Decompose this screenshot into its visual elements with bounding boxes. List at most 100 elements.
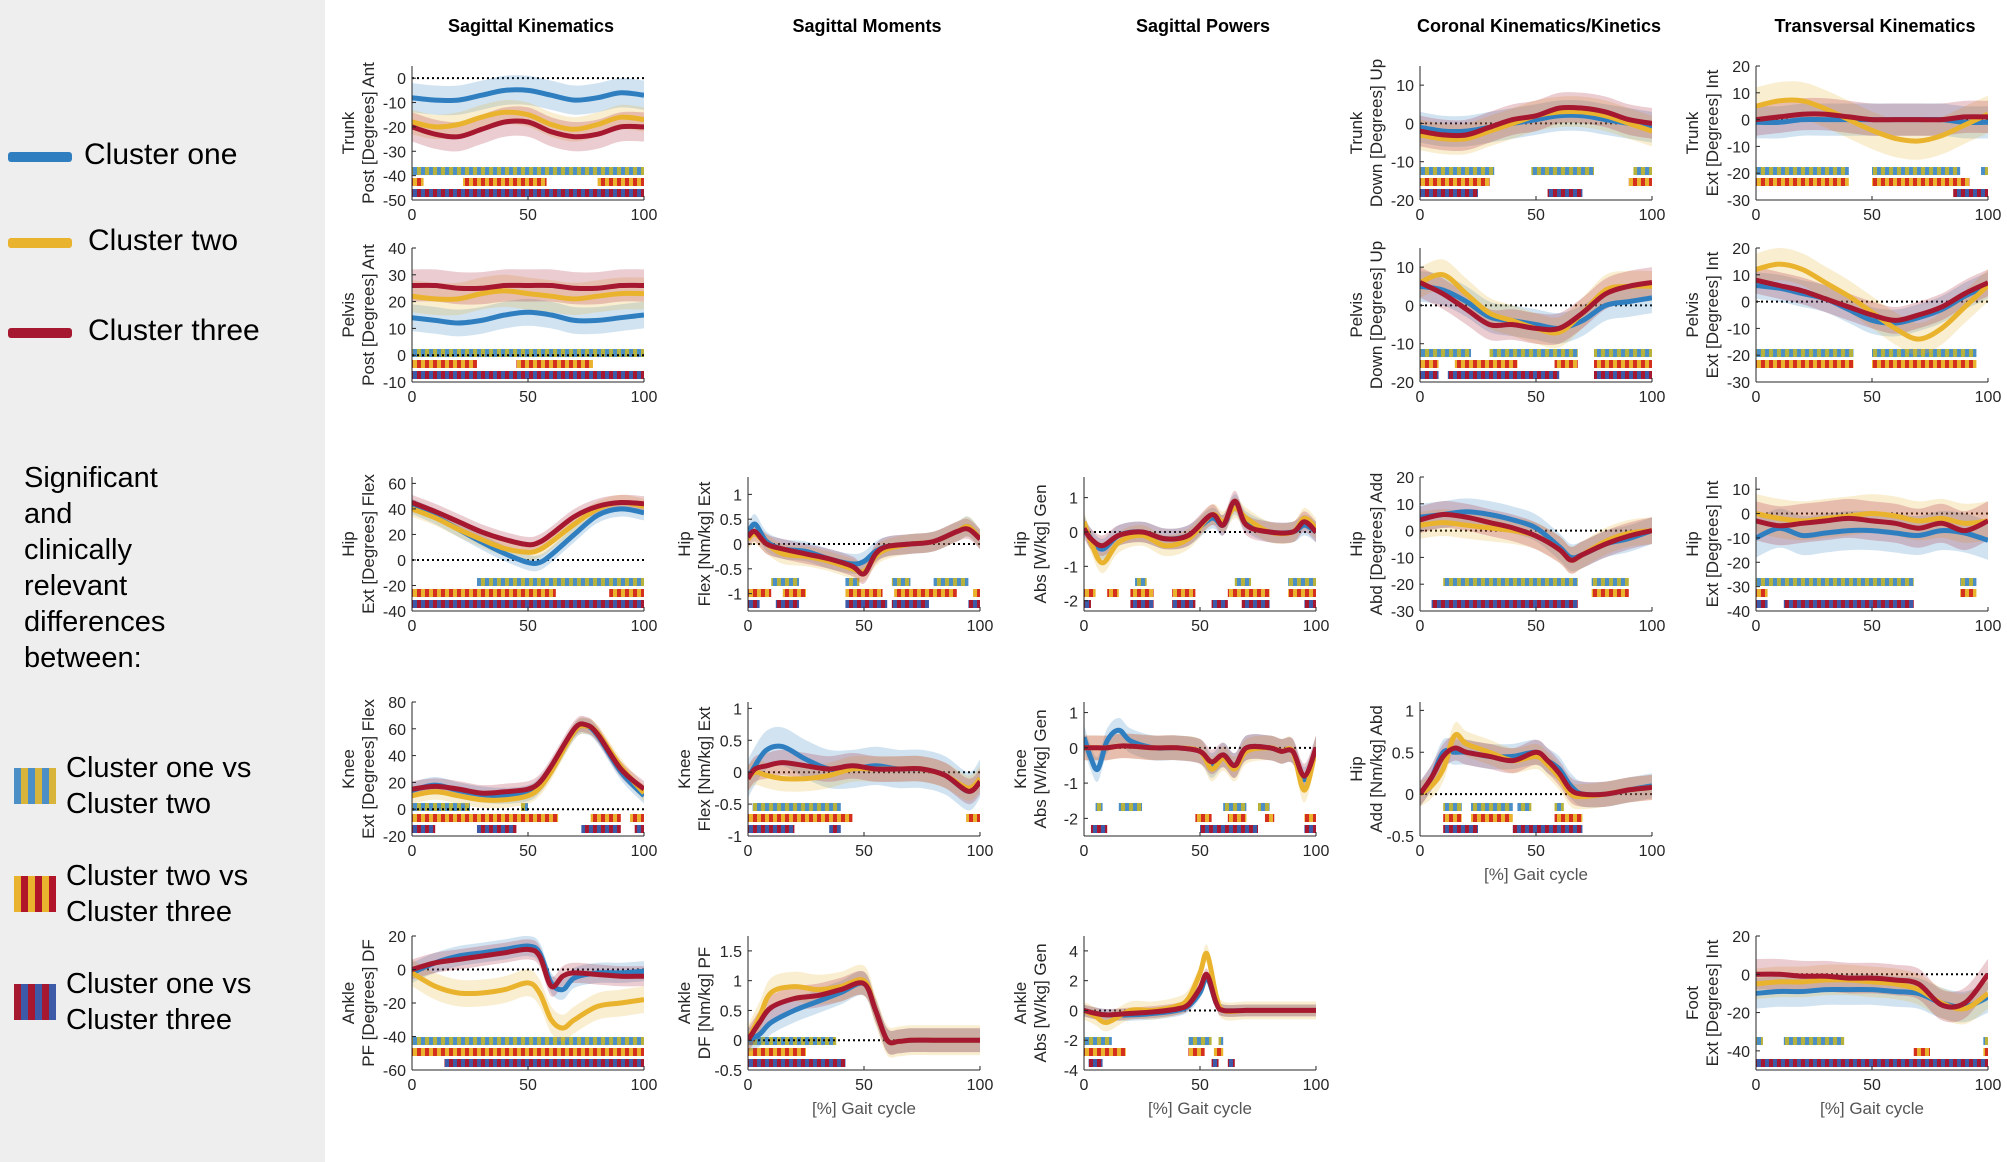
sig-bar-one-two [521,803,528,811]
y-tick-label: -30 [383,144,406,161]
y-tick-label: 20 [388,295,406,312]
sig-bar-two-three [1130,589,1154,597]
segment-label: Ankle [339,982,358,1025]
sig-bar-one-two [1288,578,1316,586]
cmp-line: Cluster one vs [66,752,252,784]
x-tick-label: 50 [1527,207,1545,224]
y-tick-label: 20 [1732,59,1750,76]
y-tick-label: 0 [1741,113,1750,130]
x-tick-label: 100 [1975,389,2002,406]
x-tick-label: 50 [1863,618,1881,635]
mean-line-cluster-three [412,499,644,548]
sig-bar-one-three [1420,371,1439,379]
sig-bar-one-two [1517,803,1532,811]
x-tick-label: 50 [1191,1077,1209,1094]
y-axis-label: Abs [W/kg] Gen [1031,943,1050,1062]
sig-bar-two-three [1756,178,1849,186]
y-tick-label: 30 [388,268,406,285]
sig-bar-two-three [1213,1048,1224,1056]
y-tick-label: -40 [383,169,406,186]
x-tick-label: 0 [1416,207,1425,224]
sig-bar-two-three [1443,814,1462,822]
y-tick-label: 80 [388,695,406,712]
segment-label: Foot [1683,986,1702,1020]
x-tick-label: 0 [1416,389,1425,406]
sig-bar-two-three [845,589,883,597]
sig-bar-two-three [1983,1048,1988,1056]
y-tick-label: -10 [1391,337,1414,354]
column-title: Sagittal Kinematics [448,16,614,36]
sig-bar-two-three [966,814,980,822]
sig-bar-one-two [1223,803,1247,811]
sig-bar-one-three [748,600,760,608]
sig-bar-two-three [1227,589,1270,597]
x-axis-label: [%] Gait cycle [1820,1099,1924,1118]
mean-line-cluster-three [1756,515,1988,534]
sig-bar-one-two [412,349,644,357]
sig-bar-one-two [752,803,841,811]
sig-bar-one-three [1172,600,1196,608]
sig-bar-one-three [1783,600,1914,608]
cmp-line: Cluster three [66,1004,233,1036]
sig-bar-one-two [1234,578,1252,586]
y-tick-label: -20 [1391,193,1414,210]
segment-label: Hip [339,531,358,557]
mean-line-cluster-three [412,721,644,796]
x-tick-label: 50 [1863,207,1881,224]
x-tick-label: 100 [1303,618,1330,635]
panel-knee-pow: -2 -1 0 1 0 50 100 Knee Abs [W/kg] Gen [1011,702,1329,860]
segment-label: Pelvis [1683,292,1702,337]
sig-bar-one-three [1447,371,1560,379]
mean-line-cluster-three [1084,743,1316,779]
sig-bar-one-two [1983,1037,1988,1045]
sig-bar-one-two [1783,1037,1845,1045]
sig-bar-two-three [1913,1048,1930,1056]
x-tick-label: 50 [1527,843,1545,860]
segment-label: Ankle [675,982,694,1025]
x-tick-label: 0 [744,1077,753,1094]
mean-line-cluster-two [412,970,644,1031]
sig-bar-one-two [891,578,911,586]
sig-bar-two-three [1454,360,1518,368]
column-title: Transversal Kinematics [1774,16,1975,36]
sig-bar-two-three [1960,589,1977,597]
sig-bar-one-two [845,578,860,586]
sig-bar-one-three [1304,600,1316,608]
sig-bar-one-two [1420,167,1495,175]
y-tick-label: -50 [383,193,406,210]
panel-hip-mom: -1 -0.5 0 0.5 1 0 50 100 Hip Flex [Nm/kg] Ext [675,477,993,635]
sig-bar-two-three [1195,814,1212,822]
sd-band-cluster-one [1756,272,1988,337]
y-axis-label: Abs [W/kg] Gen [1031,709,1050,828]
panel-hip-cor: -30 -20 -10 0 10 20 0 50 100 Hip Abd [Degrees] Add [1347,470,1665,635]
y-axis-label: Flex [Nm/kg] Ext [695,706,714,831]
sig-bar-one-two [1591,578,1629,586]
sd-band-cluster-one [1420,271,1652,344]
cluster-one-label: Cluster one [84,138,238,171]
x-tick-label: 100 [967,618,994,635]
sig-bar-one-two [1594,349,1652,357]
x-tick-label: 0 [1416,618,1425,635]
sig-bar-two-three [973,589,980,597]
one-vs-two-label: Cluster one vs Cluster two [66,750,251,822]
x-tick-label: 100 [1639,207,1666,224]
one-vs-three-label: Cluster one vs Cluster three [66,966,251,1038]
sig-bar-two-three [748,589,772,597]
y-axis-label: Add [Nm/kg] Abd [1367,705,1386,833]
mean-line-cluster-three [1420,104,1652,139]
sig-bar-one-two [1118,803,1142,811]
sig-bar-two-three [782,589,806,597]
x-tick-label: 100 [631,618,658,635]
x-tick-label: 50 [1863,389,1881,406]
sig-line: and [24,498,73,530]
y-tick-label: 0.5 [720,1003,742,1020]
sig-bar-two-three [1594,360,1652,368]
sig-bar-one-two [1084,1037,1112,1045]
panel-ankle-sag: -60 -40 -20 0 20 0 50 100 Ankle PF [Degrees] DF [339,929,657,1094]
sig-bar-two-three [1591,589,1629,597]
y-tick-label: -40 [1727,1044,1750,1061]
y-tick-label: 20 [1732,929,1750,946]
mean-line-cluster-one [1420,112,1652,135]
